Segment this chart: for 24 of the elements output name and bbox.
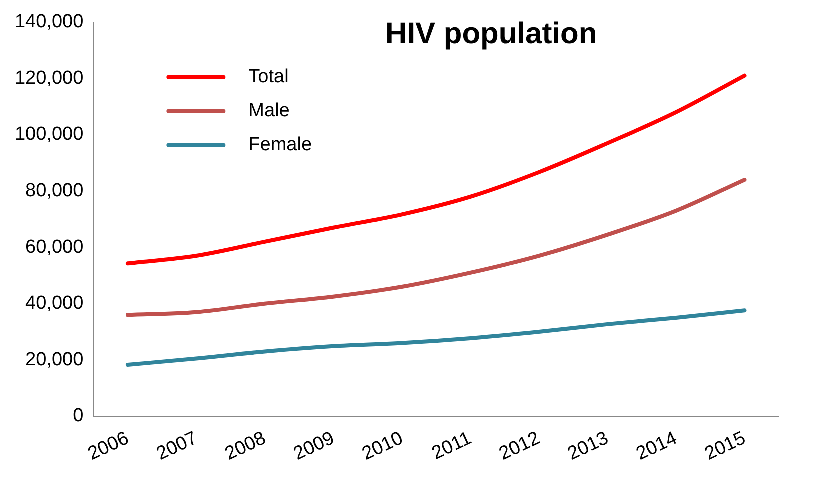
x-tick-label: 2014	[633, 428, 681, 465]
legend-label: Total	[248, 66, 289, 88]
x-tick-label: 2015	[702, 428, 750, 465]
x-tick-label: 2012	[496, 428, 544, 465]
y-tick-label: 0	[73, 406, 84, 427]
x-tick-label: 2008	[222, 428, 270, 465]
x-tick-label: 2007	[154, 428, 201, 465]
line-series	[126, 178, 747, 318]
x-tick-label: 2013	[564, 428, 612, 465]
y-tick-label: 100,000	[14, 124, 84, 146]
legend-label: Male	[248, 100, 290, 122]
legend-label: Female	[248, 134, 312, 156]
x-tick-label: 2010	[359, 428, 406, 465]
y-tick-label: 40,000	[26, 293, 84, 314]
y-tick-label: 140,000	[14, 12, 84, 33]
y-tick-label: 20,000	[26, 349, 84, 370]
line-series	[126, 308, 747, 367]
x-tick-label: 2006	[85, 428, 132, 465]
y-tick-label: 120,000	[14, 68, 84, 89]
x-tick-label: 2009	[290, 428, 338, 465]
chart-title: HIV population	[386, 18, 598, 51]
y-tick-label: 80,000	[26, 180, 84, 202]
y-tick-label: 60,000	[26, 236, 84, 258]
x-tick-label: 2011	[429, 428, 475, 464]
